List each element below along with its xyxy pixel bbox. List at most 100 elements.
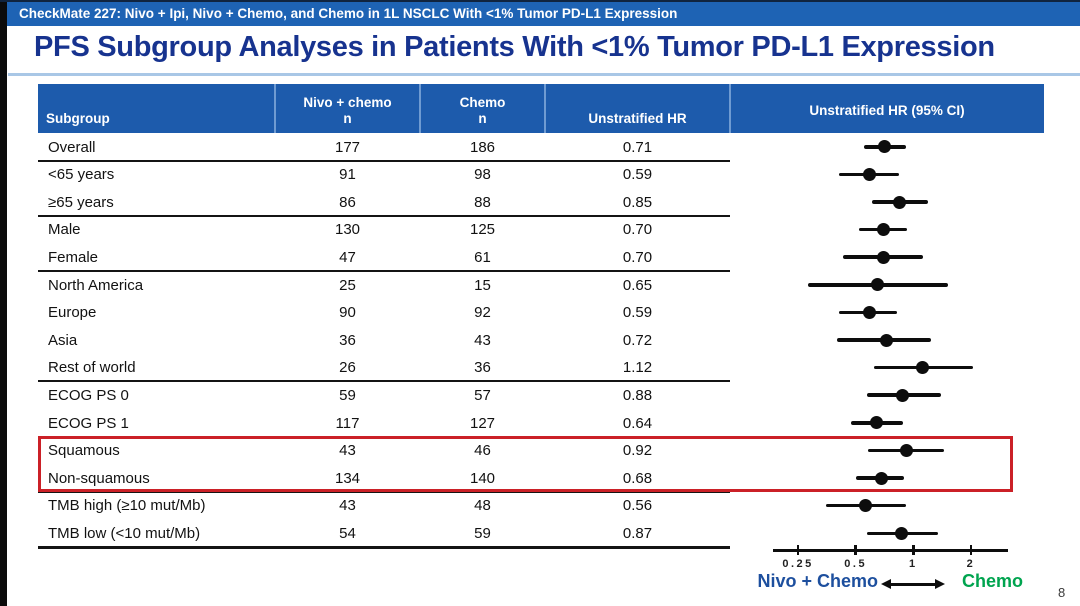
hr-value: 0.92 — [622, 442, 653, 460]
subgroup-label: Non-squamous — [48, 469, 150, 487]
header-divider — [274, 84, 276, 133]
header-nivo-chemo-n: Nivo + chemo n — [275, 95, 420, 127]
nivo-chemo-n-value: 177 — [334, 138, 361, 156]
chemo-n-value: 36 — [474, 359, 491, 377]
chemo-n-value: 186 — [469, 138, 496, 156]
double-arrow-icon — [890, 583, 936, 586]
nivo-chemo-n-value: 117 — [335, 414, 360, 432]
title-underline — [8, 73, 1080, 76]
hr-dot — [895, 526, 909, 540]
header-unstratified-hr: Unstratified HR — [588, 111, 687, 126]
subgroup-label: TMB high (≥10 mut/Mb) — [48, 497, 206, 515]
highlight-box-histology — [38, 436, 1013, 492]
nivo-chemo-n-value: 25 — [339, 276, 356, 294]
hr-value: 0.70 — [622, 221, 653, 239]
hr-value: 0.65 — [622, 276, 653, 294]
nivo-chemo-n-value: 36 — [339, 331, 356, 349]
page-number: 8 — [1058, 585, 1066, 600]
nivo-chemo-n-value: 91 — [339, 166, 356, 184]
group-separator — [38, 214, 730, 217]
header-subgroup: Subgroup — [46, 111, 110, 126]
hr-dot — [858, 499, 872, 513]
subgroup-label: Europe — [48, 304, 97, 322]
hr-dot — [869, 416, 883, 430]
subgroup-label: <65 years — [48, 166, 115, 184]
arrow-left-head-icon — [881, 578, 891, 589]
nivo-chemo-n-value: 26 — [339, 359, 356, 377]
study-banner: CheckMate 227: Nivo + Ipi, Nivo + Chemo,… — [7, 2, 1080, 26]
hr-dot — [863, 167, 876, 181]
subgroup-label: Asia — [48, 331, 78, 349]
subgroup-label: Overall — [48, 138, 96, 156]
subgroup-label: TMB low (<10 mut/Mb) — [48, 524, 201, 542]
axis-tick-label: 0.25 — [782, 558, 814, 570]
subgroup-label: North America — [48, 276, 144, 294]
header-n-label: n — [343, 111, 352, 126]
hr-dot — [896, 388, 910, 402]
nivo-chemo-n-value: 90 — [339, 304, 356, 322]
nivo-chemo-n-value: 59 — [339, 386, 356, 404]
header-nivo-chemo-label: Nivo + chemo — [303, 95, 392, 110]
favors-chemo-label: Chemo — [962, 571, 1024, 591]
hr-value: 0.88 — [622, 386, 653, 404]
hr-dot — [877, 223, 891, 237]
hr-value: 0.71 — [622, 138, 653, 156]
axis-tick — [969, 545, 973, 555]
chemo-n-value: 92 — [474, 304, 491, 322]
hr-value: 0.87 — [622, 524, 653, 542]
chemo-n-value: 48 — [474, 497, 491, 515]
chemo-n-value: 46 — [474, 442, 491, 460]
chemo-n-value: 43 — [474, 331, 491, 349]
hr-dot — [863, 305, 876, 319]
hr-value: 0.59 — [622, 304, 653, 322]
header-unstratified-hr-ci: Unstratified HR (95% CI) — [809, 103, 965, 118]
header-chemo-n: Chemo n — [420, 95, 545, 127]
group-separator — [38, 546, 730, 549]
subgroup-label: ECOG PS 0 — [48, 386, 129, 404]
chemo-n-value: 59 — [474, 524, 491, 542]
hr-dot — [877, 250, 891, 264]
hr-value: 0.85 — [622, 193, 653, 211]
group-separator — [38, 159, 730, 162]
chemo-n-value: 15 — [474, 276, 491, 294]
nivo-chemo-n-value: 86 — [339, 193, 356, 211]
page-title: PFS Subgroup Analyses in Patients With <… — [34, 31, 995, 63]
subgroup-label: Female — [48, 248, 99, 266]
favors-nivo-chemo-label: Nivo + Chemo — [757, 571, 878, 591]
arrow-right-head-icon — [935, 578, 945, 589]
axis-tick — [912, 545, 915, 555]
forest-x-axis — [773, 549, 1008, 552]
hr-value: 0.59 — [622, 166, 653, 184]
header-divider — [544, 84, 546, 133]
header-n-label: n — [478, 111, 487, 126]
hr-value: 0.68 — [622, 469, 653, 487]
slide-top-edge — [0, 0, 1080, 2]
subgroup-label: ECOG PS 1 — [48, 414, 129, 432]
subgroup-label: Male — [48, 221, 81, 239]
hr-dot — [878, 140, 892, 154]
hr-dot — [893, 195, 907, 209]
nivo-chemo-n-value: 43 — [339, 442, 356, 460]
hr-dot — [916, 361, 930, 375]
chemo-n-value: 125 — [469, 221, 496, 239]
chemo-n-value: 140 — [469, 469, 496, 487]
axis-tick-label: 1 — [908, 558, 918, 570]
axis-tick-label: 0.5 — [844, 558, 868, 570]
nivo-chemo-n-value: 43 — [339, 497, 356, 515]
slide-left-edge — [0, 0, 7, 606]
chemo-n-value: 88 — [474, 193, 491, 211]
chemo-n-value: 57 — [474, 386, 491, 404]
hr-value: 1.12 — [622, 359, 653, 377]
hr-dot — [879, 333, 893, 347]
subgroup-label: Squamous — [48, 442, 120, 460]
group-separator — [38, 270, 730, 272]
hr-dot — [874, 471, 888, 485]
nivo-chemo-n-value: 130 — [334, 221, 361, 239]
group-separator — [38, 380, 730, 383]
axis-tick — [796, 545, 800, 555]
hr-value: 0.70 — [622, 248, 653, 266]
subgroup-label: Rest of world — [48, 359, 136, 377]
hr-value: 0.72 — [622, 331, 653, 349]
hr-value: 0.56 — [622, 497, 653, 515]
